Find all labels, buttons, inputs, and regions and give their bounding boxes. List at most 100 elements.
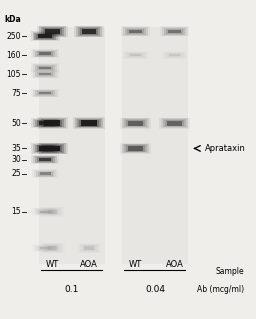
FancyBboxPatch shape	[40, 119, 64, 128]
Text: 30: 30	[11, 155, 21, 164]
FancyBboxPatch shape	[164, 28, 185, 35]
FancyBboxPatch shape	[41, 27, 64, 36]
FancyBboxPatch shape	[122, 118, 149, 128]
Text: 50: 50	[11, 119, 21, 128]
FancyBboxPatch shape	[36, 171, 55, 176]
FancyBboxPatch shape	[33, 156, 57, 163]
FancyBboxPatch shape	[34, 208, 56, 215]
Text: 0.1: 0.1	[65, 285, 79, 294]
FancyBboxPatch shape	[130, 54, 141, 56]
FancyBboxPatch shape	[31, 155, 59, 164]
FancyBboxPatch shape	[34, 245, 56, 251]
Text: AOA: AOA	[80, 260, 98, 269]
FancyBboxPatch shape	[43, 28, 62, 35]
FancyBboxPatch shape	[78, 27, 100, 36]
FancyBboxPatch shape	[40, 211, 51, 213]
FancyBboxPatch shape	[35, 71, 55, 77]
FancyBboxPatch shape	[36, 33, 54, 39]
FancyBboxPatch shape	[165, 52, 184, 58]
FancyBboxPatch shape	[161, 118, 188, 128]
FancyBboxPatch shape	[126, 52, 145, 58]
FancyBboxPatch shape	[168, 30, 181, 33]
FancyBboxPatch shape	[33, 119, 57, 128]
FancyBboxPatch shape	[39, 158, 51, 161]
FancyBboxPatch shape	[73, 117, 105, 129]
FancyBboxPatch shape	[75, 118, 103, 128]
Text: 35: 35	[11, 144, 21, 153]
FancyBboxPatch shape	[74, 26, 104, 37]
FancyBboxPatch shape	[84, 246, 94, 250]
FancyBboxPatch shape	[39, 27, 105, 264]
FancyBboxPatch shape	[35, 51, 55, 56]
FancyBboxPatch shape	[128, 121, 143, 126]
FancyBboxPatch shape	[124, 145, 147, 152]
FancyBboxPatch shape	[37, 117, 68, 129]
Text: WT: WT	[129, 260, 142, 269]
FancyBboxPatch shape	[122, 144, 149, 153]
FancyBboxPatch shape	[35, 120, 55, 127]
FancyBboxPatch shape	[37, 91, 53, 95]
FancyBboxPatch shape	[81, 120, 97, 126]
Text: 160: 160	[6, 51, 21, 60]
FancyBboxPatch shape	[128, 146, 143, 151]
FancyBboxPatch shape	[126, 145, 145, 152]
Text: 25: 25	[11, 169, 21, 178]
FancyBboxPatch shape	[46, 245, 59, 251]
FancyBboxPatch shape	[46, 209, 59, 214]
FancyBboxPatch shape	[80, 28, 98, 35]
FancyBboxPatch shape	[39, 121, 51, 125]
FancyBboxPatch shape	[36, 209, 55, 214]
Text: Aprataxin: Aprataxin	[205, 144, 246, 153]
Text: 0.04: 0.04	[145, 285, 165, 294]
FancyBboxPatch shape	[35, 156, 55, 163]
FancyBboxPatch shape	[167, 53, 182, 57]
FancyBboxPatch shape	[35, 65, 55, 70]
FancyBboxPatch shape	[125, 28, 146, 35]
FancyBboxPatch shape	[39, 73, 51, 75]
FancyBboxPatch shape	[129, 30, 142, 33]
FancyBboxPatch shape	[37, 26, 68, 37]
FancyBboxPatch shape	[82, 29, 96, 34]
FancyBboxPatch shape	[30, 31, 60, 41]
FancyBboxPatch shape	[48, 246, 57, 250]
Text: 75: 75	[11, 89, 21, 98]
FancyBboxPatch shape	[128, 53, 143, 57]
FancyBboxPatch shape	[38, 246, 52, 250]
FancyBboxPatch shape	[167, 121, 182, 126]
Text: 105: 105	[6, 70, 21, 78]
FancyBboxPatch shape	[121, 26, 150, 36]
FancyBboxPatch shape	[44, 208, 61, 215]
FancyBboxPatch shape	[39, 26, 66, 37]
FancyBboxPatch shape	[33, 50, 57, 57]
FancyBboxPatch shape	[82, 245, 96, 251]
FancyBboxPatch shape	[126, 120, 145, 126]
Text: 250: 250	[6, 32, 21, 41]
FancyBboxPatch shape	[34, 170, 56, 177]
FancyBboxPatch shape	[37, 51, 53, 56]
FancyBboxPatch shape	[31, 143, 59, 154]
FancyBboxPatch shape	[40, 173, 51, 175]
FancyBboxPatch shape	[124, 119, 147, 127]
FancyBboxPatch shape	[44, 244, 61, 252]
FancyBboxPatch shape	[127, 29, 144, 34]
FancyBboxPatch shape	[36, 246, 54, 250]
FancyBboxPatch shape	[39, 118, 66, 128]
FancyBboxPatch shape	[45, 145, 60, 151]
FancyBboxPatch shape	[37, 143, 68, 154]
Text: AOA: AOA	[166, 260, 184, 269]
FancyBboxPatch shape	[120, 118, 151, 129]
FancyBboxPatch shape	[123, 27, 148, 36]
FancyBboxPatch shape	[40, 247, 50, 249]
FancyBboxPatch shape	[37, 72, 53, 76]
FancyBboxPatch shape	[120, 143, 151, 154]
FancyBboxPatch shape	[33, 71, 57, 78]
FancyBboxPatch shape	[38, 34, 52, 38]
FancyBboxPatch shape	[48, 210, 57, 214]
FancyBboxPatch shape	[166, 29, 183, 34]
FancyBboxPatch shape	[31, 49, 59, 58]
FancyBboxPatch shape	[39, 146, 51, 151]
Text: 15: 15	[11, 207, 21, 216]
FancyBboxPatch shape	[37, 120, 53, 126]
FancyBboxPatch shape	[35, 90, 55, 96]
FancyBboxPatch shape	[159, 118, 190, 129]
